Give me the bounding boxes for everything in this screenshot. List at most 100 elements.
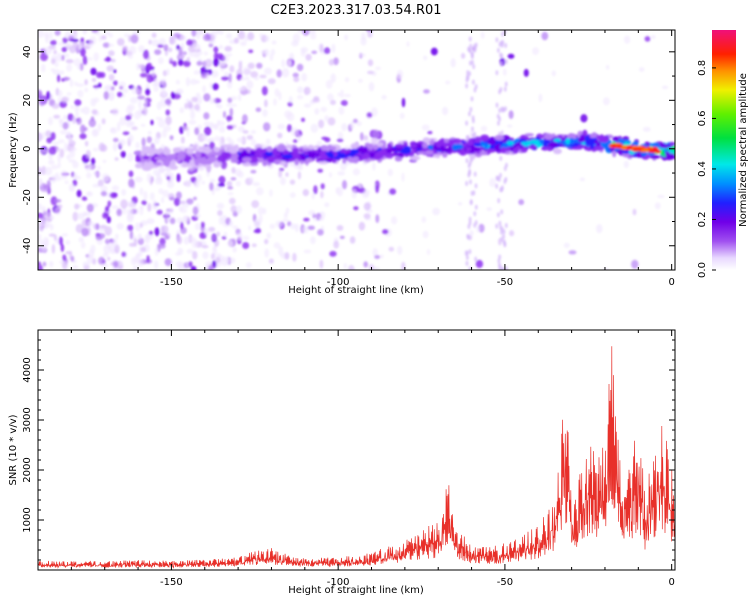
- spectrogram-streak-blob: [474, 220, 478, 226]
- spectrogram-ridge-blob: [350, 149, 360, 155]
- spectrogram-noise-blob: [265, 35, 270, 42]
- spectrogram-ridge-blob: [157, 147, 164, 154]
- spectrogram-noise-blob: [73, 172, 78, 180]
- spectrogram-ridge-blob: [533, 140, 541, 146]
- spectrogram-y-axis-label: Frequency (Hz): [8, 112, 19, 188]
- spectrogram-noise-blob: [209, 82, 214, 89]
- spectrogram-ridge-blob: [189, 159, 195, 167]
- spectrogram-streak-blob: [501, 107, 505, 113]
- spectrogram-noise-blob: [203, 121, 211, 127]
- spectrogram-noise-blob: [95, 235, 103, 241]
- spectrogram-streak-blob: [470, 52, 474, 58]
- spectrogram-noise-blob: [230, 96, 237, 101]
- spectrogram-noise-blob: [509, 230, 515, 237]
- spectrogram-ridge-blob: [303, 151, 309, 156]
- spectrogram-ridge-blob: [452, 138, 462, 144]
- spectrogram-noise-blob: [169, 217, 176, 225]
- spectrogram-noise-blob: [71, 33, 78, 40]
- spectrogram-noise-blob: [179, 107, 185, 114]
- spectrogram-noise-blob: [176, 235, 183, 245]
- spectrogram-noise-blob: [245, 262, 252, 268]
- spectrogram-peak-blob: [641, 148, 648, 152]
- spectrogram-noise-blob: [85, 166, 91, 172]
- spectrogram-noise-blob: [107, 200, 112, 208]
- spectrogram-noise-blob: [53, 49, 57, 55]
- colorbar-tick-label-4: 0.8: [697, 60, 708, 76]
- spectrogram-noise-blob: [303, 249, 312, 254]
- spectrogram-noise-blob: [249, 177, 254, 184]
- spectrogram-noise-blob: [285, 207, 290, 214]
- spectrogram-noise-blob: [335, 187, 340, 195]
- spectrogram-noise-blob: [235, 180, 241, 187]
- spectrogram-noise-blob: [508, 110, 514, 119]
- spectrogram-noise-blob: [98, 142, 106, 152]
- spectrogram-noise-blob: [317, 168, 324, 173]
- spectrogram-streak-blob: [504, 42, 508, 49]
- spectrogram-noise-blob: [220, 257, 229, 267]
- spectrogram-noise-blob: [110, 58, 116, 63]
- snr-panel: -150 -100 -50 0 1000 2000 3000 4000 Height of s…: [8, 329, 676, 596]
- spectrogram-noise-blob: [215, 103, 219, 108]
- spectrogram-noise-blob: [134, 222, 141, 232]
- spectrogram-noise-blob: [151, 83, 159, 87]
- spectrogram-noise-blob: [111, 238, 118, 246]
- spectrogram-noise-blob: [59, 148, 65, 158]
- spectrogram-ridge-blob: [222, 144, 232, 149]
- spectrogram-noise-blob: [203, 93, 211, 102]
- figure-title: C2E3.2023.317.03.54.R01: [270, 3, 441, 18]
- spectrogram-noise-blob: [146, 173, 152, 183]
- spectrogram-noise-blob: [297, 30, 303, 34]
- spectrogram-noise-blob: [127, 104, 135, 111]
- spectrogram-noise-blob: [391, 216, 398, 225]
- spectrogram-noise-blob: [222, 111, 227, 118]
- spectrogram-noise-blob: [337, 131, 344, 141]
- spectrogram-ridge-blob: [430, 139, 435, 146]
- spectrogram-streak-blob: [500, 236, 504, 242]
- spectrogram-noise-blob: [320, 183, 325, 190]
- spectrogram-ridge-blob: [548, 141, 558, 148]
- spectrogram-noise-blob: [135, 141, 140, 149]
- spectrogram-noise-blob: [164, 210, 171, 216]
- spectrogram-noise-blob: [165, 115, 172, 126]
- spectrogram-streak-blob: [496, 212, 500, 218]
- spectrogram-streak-blob: [497, 120, 500, 126]
- spectrogram-noise-blob: [242, 130, 249, 134]
- spectrogram-noise-blob: [58, 118, 64, 124]
- spectrogram-noise-blob: [193, 70, 201, 75]
- spectrogram-ridge-blob: [172, 147, 182, 153]
- spectrogram-noise-blob: [66, 64, 73, 72]
- spectrogram-axes: -150 -100 -50 0 -40 -20 0 20 40: [22, 30, 675, 288]
- spectrogram-noise-blob: [302, 225, 309, 234]
- spectrogram-ridge-blob: [231, 153, 239, 158]
- spectrogram-noise-blob: [93, 171, 101, 177]
- spectrogram-noise-blob: [227, 97, 233, 104]
- spectrogram-ridge-blob: [665, 151, 671, 159]
- spectrogram-y-tick-label-4: 40: [22, 45, 33, 58]
- spectrogram-streak-blob: [472, 64, 476, 70]
- spectrogram-noise-blob: [58, 139, 65, 144]
- spectrogram-noise-blob: [244, 76, 250, 81]
- spectrogram-noise-blob: [191, 96, 198, 103]
- spectrogram-noise-blob: [39, 239, 45, 247]
- spectrogram-noise-blob: [297, 171, 302, 180]
- spectrogram-ridge-blob: [442, 151, 448, 158]
- spectrogram-noise-blob: [40, 149, 48, 154]
- spectrogram-noise-blob: [277, 132, 283, 139]
- spectrogram-noise-blob: [83, 127, 88, 131]
- snr-x-tick-label-2: -50: [497, 577, 513, 588]
- spectrogram-noise-blob: [194, 222, 201, 231]
- spectrogram-noise-blob: [146, 218, 155, 225]
- spectrogram-noise-blob: [140, 246, 147, 253]
- spectrogram-noise-blob: [84, 87, 89, 93]
- spectrogram-noise-blob: [329, 250, 337, 257]
- spectrogram-noise-blob: [158, 188, 164, 195]
- spectrogram-noise-blob: [284, 110, 292, 119]
- spectrogram-noise-blob: [248, 225, 252, 231]
- spectrogram-noise-blob: [38, 30, 45, 38]
- spectrogram-noise-blob: [108, 33, 114, 38]
- spectrogram-noise-blob: [115, 233, 119, 240]
- spectrogram-streak-blob: [498, 107, 502, 114]
- spectrogram-noise-blob: [42, 261, 47, 267]
- spectrogram-noise-blob: [82, 30, 87, 35]
